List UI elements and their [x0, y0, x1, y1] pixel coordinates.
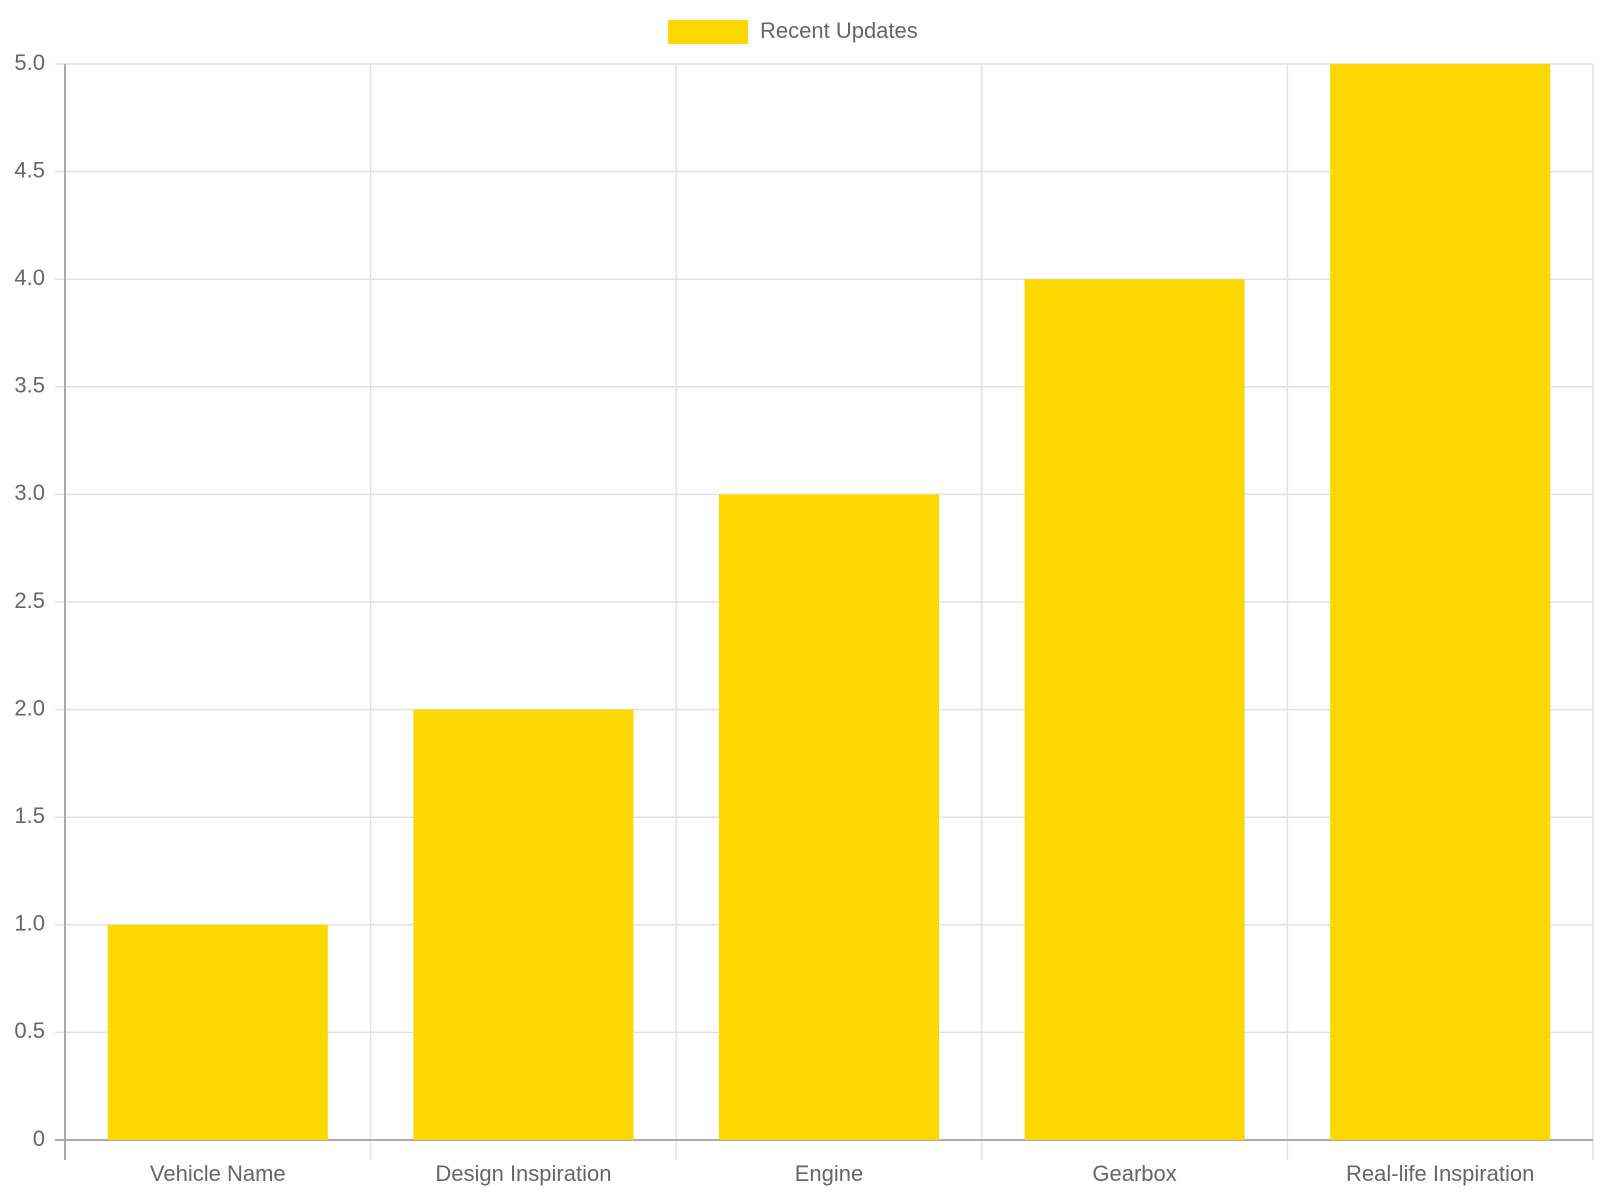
y-tick-label: 4.0 — [14, 265, 45, 290]
bar — [718, 494, 940, 1140]
y-tick-label: 3.5 — [14, 373, 45, 398]
y-tick-label: 0 — [33, 1126, 45, 1151]
y-tick-label: 4.5 — [14, 157, 45, 182]
y-tick-label: 1.0 — [14, 911, 45, 936]
x-tick-label: Engine — [795, 1161, 864, 1186]
x-tick-label: Gearbox — [1092, 1161, 1176, 1186]
bar — [1024, 279, 1245, 1140]
y-tick-label: 2.5 — [14, 588, 45, 613]
bar — [1330, 64, 1551, 1140]
y-tick-label: 2.0 — [14, 695, 45, 720]
legend-item: Recent Updates — [668, 18, 918, 44]
x-tick-label: Vehicle Name — [150, 1161, 286, 1186]
y-tick-label: 0.5 — [14, 1018, 45, 1043]
legend-swatch — [668, 20, 748, 44]
bar — [107, 924, 328, 1140]
x-tick-label: Real-life Inspiration — [1346, 1161, 1534, 1186]
x-tick-label: Design Inspiration — [435, 1161, 611, 1186]
y-tick-label: 1.5 — [14, 803, 45, 828]
y-tick-label: 5.0 — [14, 50, 45, 75]
legend-label: Recent Updates — [760, 18, 918, 43]
bar — [413, 709, 634, 1140]
y-tick-label: 3.0 — [14, 480, 45, 505]
